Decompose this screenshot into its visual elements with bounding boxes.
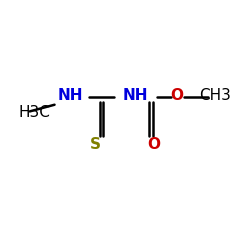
Text: O: O: [170, 88, 183, 103]
Text: CH3: CH3: [200, 88, 231, 103]
Text: H3C: H3C: [19, 105, 50, 120]
Text: S: S: [90, 137, 101, 152]
Text: NH: NH: [122, 88, 148, 103]
Text: O: O: [147, 137, 160, 152]
Text: NH: NH: [58, 88, 83, 103]
